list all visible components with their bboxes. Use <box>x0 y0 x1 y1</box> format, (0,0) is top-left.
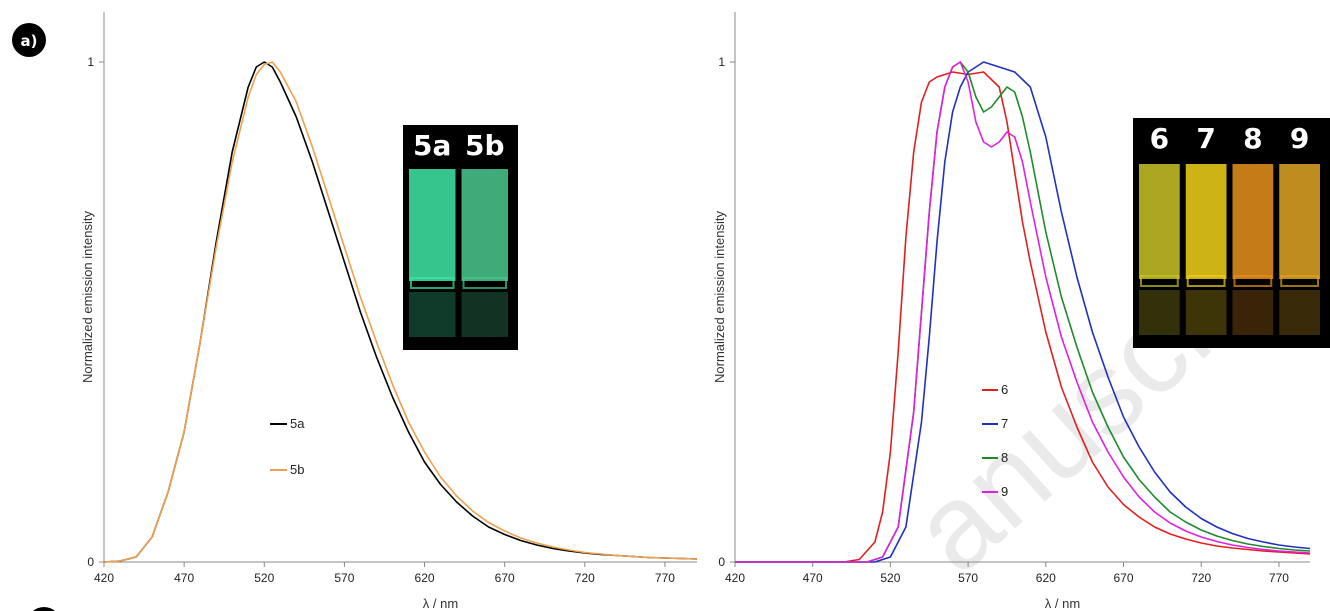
x-tick-label: 570 <box>334 571 354 585</box>
panel-label-text: a) <box>21 32 38 50</box>
x-tick-label: 720 <box>1191 571 1211 585</box>
inset-label-5b: 5b <box>465 129 505 162</box>
legend-label-6: 6 <box>1001 382 1008 397</box>
inset-label-6: 6 <box>1150 122 1169 155</box>
inset-vial-base <box>409 292 456 337</box>
y-axis-label: Normalized emission intensity <box>80 211 95 383</box>
inset-vial-neck <box>410 277 455 289</box>
series-line-9 <box>735 61 1311 563</box>
inset-vial-base <box>1139 290 1180 335</box>
inset-label-8: 8 <box>1243 122 1262 155</box>
x-tick-label: 470 <box>803 571 823 585</box>
inset-vial-6 <box>1139 164 1180 279</box>
x-tick-label: 770 <box>1269 571 1289 585</box>
legend-label-8: 8 <box>1001 450 1008 465</box>
inset-label-7: 7 <box>1196 122 1215 155</box>
y-tick-label: 1 <box>718 55 725 69</box>
series-line-5a <box>103 61 698 563</box>
x-tick-label: 470 <box>174 571 194 585</box>
x-tick-label: 570 <box>958 571 978 585</box>
inset-photo: 5a 5b <box>403 125 518 350</box>
legend-label-9: 9 <box>1001 484 1008 499</box>
panel-label-badge-cut <box>33 607 55 611</box>
x-axis-label: λ / nm <box>1045 596 1080 611</box>
inset-label-9: 9 <box>1290 122 1309 155</box>
inset-vial-neck <box>462 277 507 289</box>
chart-right: 420 470 520 570 620 670 720 770 0 1 λ / nm Normaliz… <box>712 12 1330 611</box>
y-tick-label: 0 <box>87 555 94 569</box>
panel-label-badge: a) <box>12 23 46 57</box>
y-tick-label: 0 <box>718 555 725 569</box>
inset-vial-8 <box>1232 164 1274 279</box>
chart-left: 420 470 520 570 620 670 720 770 0 1 λ / nm Normaliz… <box>80 12 698 611</box>
inset-vial-9 <box>1279 164 1320 279</box>
inset-vial-base <box>461 292 508 337</box>
x-tick-label: 620 <box>415 571 435 585</box>
x-tick-label: 520 <box>254 571 274 585</box>
legend-label-7: 7 <box>1001 416 1008 431</box>
x-tick-label: 420 <box>725 571 745 585</box>
inset-vial-neck <box>1280 275 1319 287</box>
series-line-6 <box>735 71 1311 563</box>
x-tick-label: 770 <box>655 571 675 585</box>
legend-label-5a: 5a <box>290 416 305 431</box>
inset-vial-base <box>1279 290 1320 335</box>
inset-vial-neck <box>1140 275 1179 287</box>
x-axis-label: λ / nm <box>423 596 458 611</box>
inset-vial-base <box>1185 290 1227 335</box>
inset-vial-5a <box>409 169 456 281</box>
series-line-7 <box>735 61 1311 563</box>
inset-vial-neck <box>1233 275 1273 287</box>
inset-vial-neck <box>1186 275 1226 287</box>
x-tick-label: 670 <box>1113 571 1133 585</box>
series-line-5b <box>103 61 698 563</box>
legend-label-5b: 5b <box>290 462 304 477</box>
inset-vial-5b <box>461 169 508 281</box>
x-tick-label: 670 <box>495 571 515 585</box>
inset-vial-base <box>1232 290 1274 335</box>
y-axis-label: Normalized emission intensity <box>712 211 727 383</box>
x-tick-label: 520 <box>880 571 900 585</box>
y-tick-label: 1 <box>87 55 94 69</box>
x-tick-label: 720 <box>575 571 595 585</box>
inset-label-5a: 5a <box>413 129 451 162</box>
inset-vial-7 <box>1185 164 1227 279</box>
x-tick-label: 420 <box>94 571 114 585</box>
x-tick-label: 620 <box>1036 571 1056 585</box>
